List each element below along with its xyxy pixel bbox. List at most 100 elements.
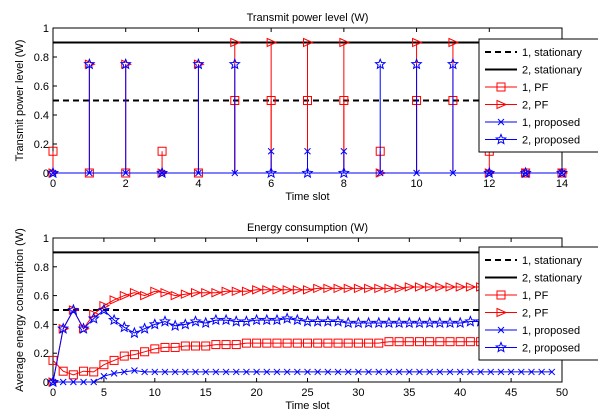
legend-marker: [496, 290, 506, 300]
data-point: [465, 282, 477, 292]
data-point: [314, 368, 322, 376]
data-point: [444, 316, 457, 329]
y-tick-label: 0.4: [34, 110, 49, 122]
x-tick-label: 35: [403, 387, 415, 399]
legend-label: 1, stationary: [522, 255, 582, 267]
data-point: [199, 316, 212, 329]
data-point: [232, 368, 240, 376]
data-point: [160, 342, 170, 352]
x-tick-label: 12: [483, 178, 495, 190]
data-point: [423, 316, 436, 329]
data-point: [445, 337, 455, 347]
data-point: [343, 338, 353, 348]
data-point: [119, 290, 131, 301]
data-point: [267, 147, 275, 155]
data-point: [321, 315, 334, 327]
y-tick-label: 0: [43, 168, 49, 180]
x-tick-label: 5: [101, 387, 107, 399]
series-6: [46, 57, 569, 179]
data-point: [555, 166, 569, 179]
data-point: [170, 342, 180, 352]
data-point: [140, 290, 151, 301]
data-point: [252, 285, 263, 295]
data-point: [83, 57, 96, 70]
y-tick-label: 0.8: [34, 52, 49, 64]
data-point: [77, 322, 90, 334]
data-point: [385, 368, 393, 376]
data-point: [231, 340, 241, 350]
data-point: [412, 37, 423, 48]
data-point: [241, 286, 253, 297]
legend: 1, stationary 2, stationary 1, PF 2, PF 1, p…: [478, 38, 598, 153]
data-point: [528, 368, 535, 376]
data-point: [477, 368, 484, 376]
x-tick-label: 10: [410, 178, 422, 190]
data-point: [211, 340, 221, 350]
data-point: [262, 285, 274, 295]
data-point: [414, 337, 424, 347]
data-point: [140, 347, 150, 357]
x-tick-label: 50: [556, 387, 568, 399]
chart-2: Energy consumption (W)0 5 10 15 20 25 30 35 40 45…: [14, 222, 598, 412]
x-tick-label: 10: [149, 387, 161, 399]
data-point: [222, 368, 230, 376]
data-point: [180, 341, 190, 351]
data-point: [519, 166, 532, 179]
data-point: [160, 287, 172, 298]
data-point: [375, 368, 383, 376]
data-point: [283, 368, 291, 376]
data-point: [313, 338, 323, 348]
data-point: [252, 338, 262, 348]
data-point: [497, 368, 505, 376]
data-point: [119, 351, 129, 361]
data-point: [170, 290, 182, 301]
data-point: [403, 316, 416, 329]
data-point: [342, 316, 355, 329]
legend-label: 2, PF: [522, 308, 549, 320]
data-point: [435, 282, 447, 292]
legend-label: 1, PF: [522, 82, 549, 94]
data-point: [353, 283, 365, 294]
data-point: [131, 367, 138, 374]
legend-marker: [494, 133, 508, 145]
data-point: [374, 57, 387, 70]
legend-label: 2, PF: [522, 100, 549, 112]
series-6: [46, 303, 558, 388]
data-point: [100, 372, 108, 380]
data-point: [273, 368, 281, 376]
data-point: [435, 337, 445, 347]
legend-marker: [497, 118, 505, 126]
legend-label: 1, stationary: [522, 47, 582, 59]
data-point: [384, 283, 396, 294]
data-point: [89, 367, 99, 377]
data-point: [517, 368, 525, 376]
y-tick-label: 0.2: [34, 139, 49, 151]
y-tick-label: 1: [43, 233, 49, 245]
data-point: [303, 285, 314, 295]
data-point: [333, 283, 345, 294]
legend-label: 2, proposed: [522, 343, 580, 355]
data-point: [404, 282, 416, 292]
data-point: [301, 166, 314, 179]
data-point: [372, 316, 385, 329]
data-point: [263, 368, 271, 376]
chart-title: Energy consumption (W): [247, 222, 368, 234]
data-point: [109, 355, 119, 365]
data-point: [416, 368, 423, 376]
legend-label: 1, proposed: [522, 117, 580, 129]
data-point: [355, 368, 362, 376]
data-point: [129, 287, 141, 298]
data-point: [272, 338, 282, 348]
data-point: [344, 368, 352, 376]
data-point: [191, 341, 201, 351]
data-point: [332, 315, 345, 327]
data-point: [464, 315, 477, 327]
data-point: [374, 338, 384, 348]
data-point: [467, 368, 474, 376]
data-point: [158, 315, 171, 327]
data-point: [404, 337, 414, 347]
data-point: [291, 313, 304, 326]
data-point: [272, 285, 284, 295]
data-point: [365, 368, 372, 376]
data-point: [212, 368, 220, 376]
